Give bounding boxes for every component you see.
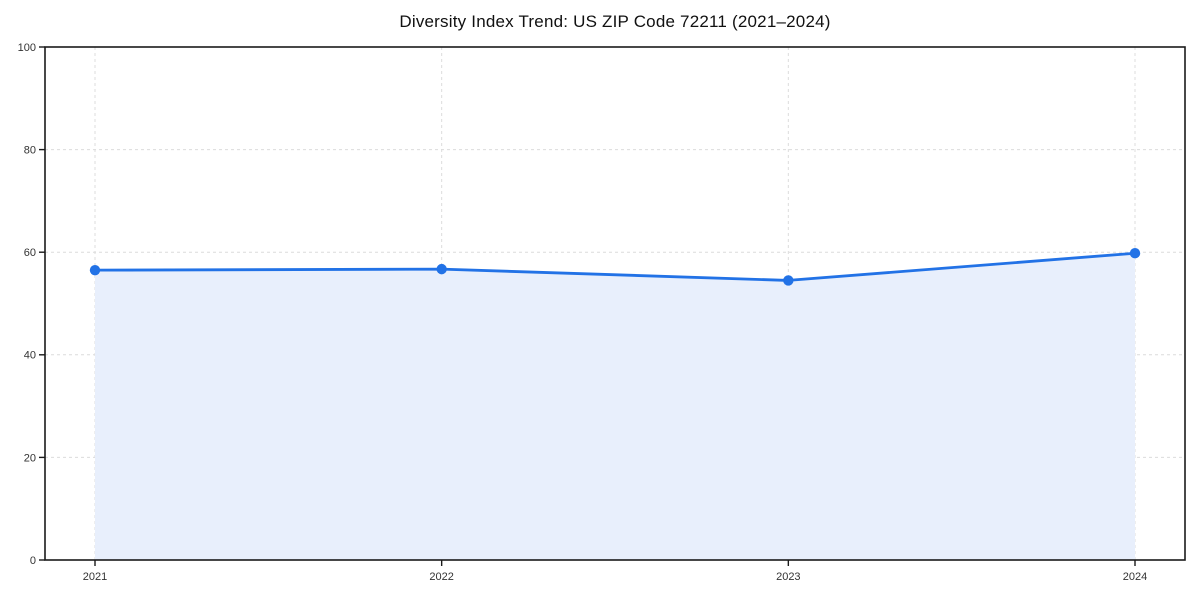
y-tick-label: 80 [24,144,36,156]
y-tick-label: 0 [30,555,36,567]
y-tick-label: 60 [24,247,36,259]
area-fill [95,253,1135,560]
y-tick-label: 40 [24,350,36,362]
x-tick-label: 2021 [83,571,107,583]
trend-line [93,251,1137,282]
y-tick-label: 20 [24,452,36,464]
x-tick-label: 2022 [429,571,453,583]
data-point-2021 [89,264,101,276]
x-tick-label: 2024 [1123,571,1147,583]
x-tick-label: 2023 [776,571,800,583]
data-point-2022 [436,263,447,275]
axis-frame [44,46,1186,561]
data-point-2024 [1129,248,1141,259]
chart-title: Diversity Index Trend: US ZIP Code 72211… [399,12,831,31]
data-point-2023 [783,275,794,286]
y-tick-label: 100 [18,42,36,54]
